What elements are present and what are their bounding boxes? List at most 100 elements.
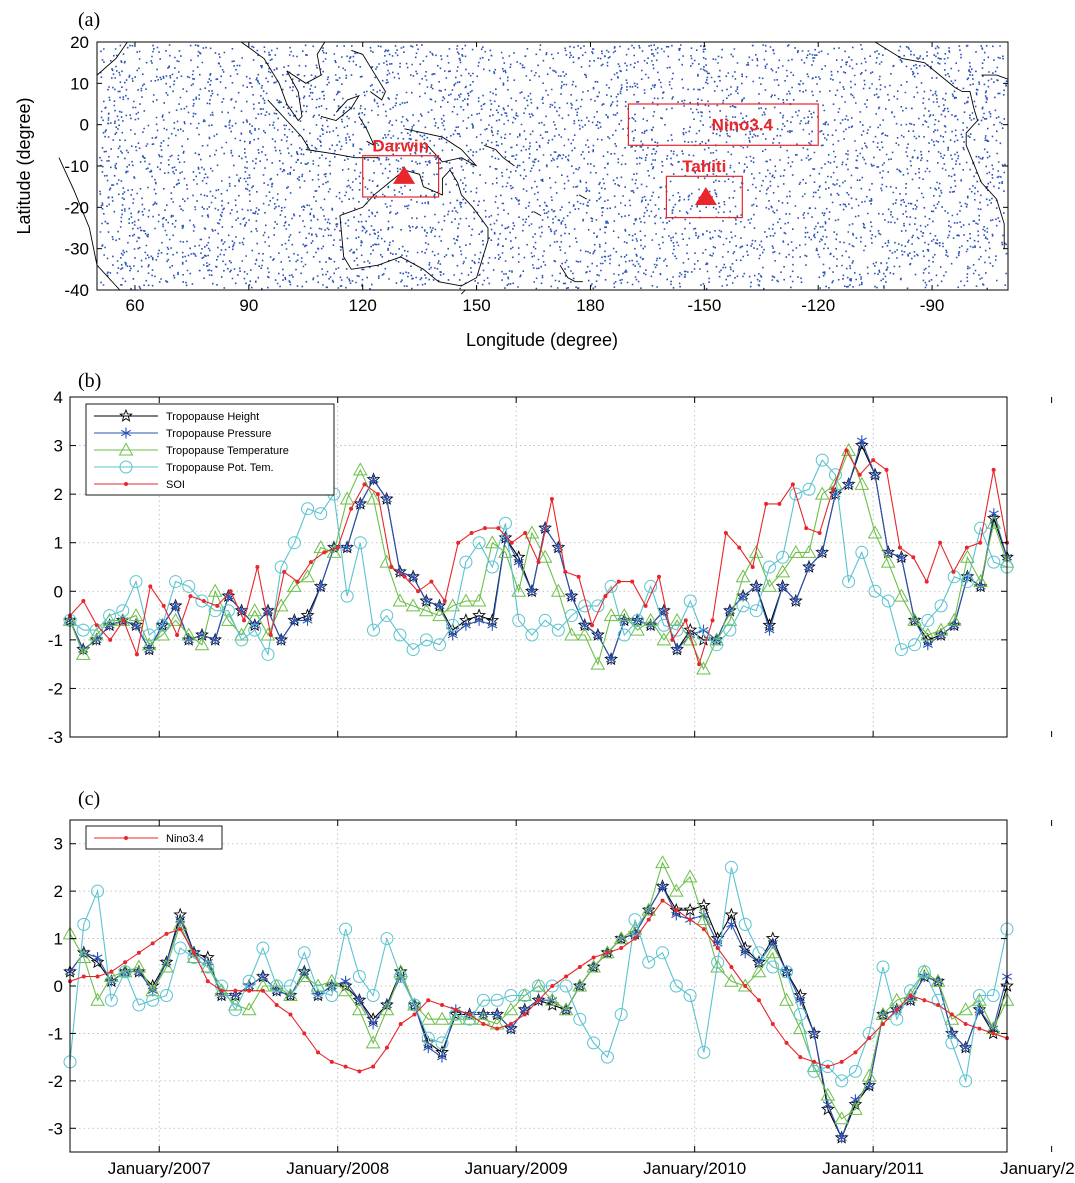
triangle-marker: [828, 476, 843, 490]
triangle-marker: [155, 627, 170, 641]
series-line: [69, 885, 1008, 1140]
y-tick-label: -30: [64, 240, 89, 259]
circle-marker: [815, 453, 829, 467]
dot-marker: [343, 1064, 348, 1069]
dot-marker: [121, 618, 126, 623]
circle-marker: [987, 555, 1001, 569]
panel-a-label: (a): [78, 9, 100, 31]
map-y-ticks: 20 10 0 -10 -20 -30 -40: [64, 33, 1008, 300]
asterisk-marker: [368, 1018, 379, 1030]
x-tick-label: 60: [125, 296, 144, 315]
dot-marker: [576, 574, 581, 579]
x-tick-label: January/2007: [108, 1159, 211, 1178]
dot-marker: [508, 1021, 513, 1026]
asterisk-marker: [726, 918, 737, 930]
circle-marker: [77, 917, 91, 931]
region-box-tahiti: [665, 175, 743, 219]
dot-marker: [750, 565, 755, 569]
asterisk-marker: [460, 619, 471, 631]
dot-marker: [729, 965, 734, 970]
circle-marker: [959, 1074, 973, 1088]
dot-marker: [963, 1021, 968, 1026]
asterisk-marker: [210, 634, 221, 646]
coastline-segment: [461, 289, 466, 295]
triangle-marker: [458, 593, 474, 607]
triangle-marker: [273, 598, 289, 612]
x-tick-label: 120: [349, 296, 377, 315]
circle-marker: [766, 960, 780, 974]
triangle-marker: [710, 959, 725, 973]
legend-label: Tropopause Height: [166, 411, 259, 423]
circle-marker: [573, 1012, 587, 1026]
dot-marker: [784, 1040, 789, 1045]
triangle-marker: [958, 1002, 974, 1016]
triangle-marker: [867, 525, 883, 539]
triangle-marker: [379, 1002, 395, 1016]
dot-marker: [951, 569, 956, 574]
dot-marker: [178, 927, 183, 932]
circle-marker: [762, 560, 776, 574]
circle-marker: [221, 604, 235, 618]
series-star-series: [63, 879, 1014, 1144]
triangle-marker: [682, 632, 698, 646]
dot-marker: [616, 579, 621, 584]
asterisk-marker: [368, 474, 379, 486]
legend-label: Tropopause Pot. Tem.: [166, 462, 274, 474]
triangle-marker: [668, 883, 684, 897]
y-tick-label: -3: [48, 1119, 63, 1138]
circle-marker: [855, 545, 869, 559]
asterisk-marker: [355, 498, 366, 510]
dot-marker: [770, 1021, 775, 1026]
legend-label: Tropopause Pressure: [166, 428, 271, 440]
circle-marker: [868, 584, 882, 598]
triangle-marker: [392, 593, 408, 607]
circle-marker: [407, 998, 421, 1012]
y-tick-label: 3: [54, 835, 63, 854]
triangle-marker: [656, 632, 672, 646]
asterisk-marker: [394, 566, 405, 578]
series-line: [69, 867, 1008, 1084]
dot-marker: [416, 589, 421, 594]
circle-marker: [890, 1012, 904, 1026]
triangle-marker: [586, 959, 601, 973]
circle-marker: [446, 618, 460, 632]
triangle-marker: [765, 945, 781, 959]
dot-marker: [295, 579, 300, 584]
coastline-segment: [981, 74, 1009, 80]
coastline-segment: [305, 149, 378, 159]
circle-marker: [485, 560, 499, 574]
asterisk-marker: [740, 947, 751, 959]
dot-marker: [563, 569, 568, 574]
dot-marker: [322, 550, 327, 555]
circle-marker: [683, 594, 697, 608]
circle-marker: [551, 623, 565, 637]
triangle-marker: [669, 612, 685, 626]
triangle-marker: [696, 912, 712, 926]
circle-marker: [118, 965, 132, 979]
triangle-marker: [117, 964, 133, 978]
dot-marker: [349, 506, 354, 511]
dot-marker: [697, 662, 702, 667]
grid: [70, 397, 1007, 737]
circle-marker: [614, 1007, 628, 1021]
legend-label: SOI: [166, 479, 185, 491]
dot-marker: [564, 974, 569, 979]
dot-marker: [670, 637, 675, 642]
dot-marker: [442, 599, 447, 603]
triangle-marker: [405, 598, 421, 612]
asterisk-marker: [856, 435, 867, 447]
dot-marker: [522, 1012, 527, 1017]
triangle-marker: [577, 627, 593, 641]
x-tick-label: January/2012: [1000, 1159, 1075, 1178]
triangle-marker: [338, 983, 353, 997]
dot-marker: [632, 936, 637, 941]
series-line: [69, 448, 1008, 671]
asterisk-marker: [526, 585, 537, 597]
dot-marker: [991, 1031, 996, 1036]
dot-marker: [853, 1050, 858, 1055]
triangle-marker: [722, 612, 738, 626]
circle-marker: [283, 979, 297, 993]
triangle-marker: [194, 637, 210, 651]
circle-marker: [724, 860, 738, 874]
